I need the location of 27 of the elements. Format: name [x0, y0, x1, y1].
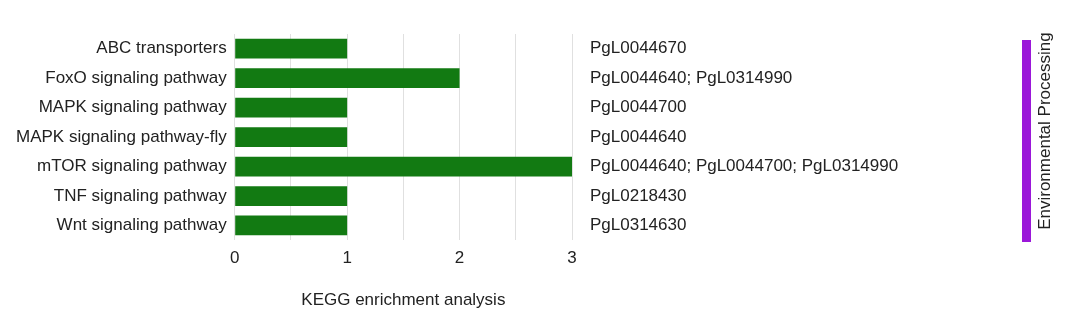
text: PgL0044640; PgL0314990: [590, 67, 793, 87]
text: PgL0044670: [590, 38, 687, 58]
text: PgL0218430: [590, 185, 687, 205]
x-tick-label: 0: [229, 248, 240, 268]
x-tick-label: 2: [454, 248, 465, 268]
bar: [235, 186, 348, 206]
x-tick-label: 1: [342, 248, 352, 268]
text: PgL0314630: [590, 215, 687, 235]
text: PgL0044700: [590, 97, 687, 117]
x-axis-title: KEGG enrichment analysis: [301, 290, 506, 310]
y-tick-label: TNF signaling pathway: [53, 185, 228, 205]
y-tick-label: Wnt signaling pathway: [56, 215, 228, 235]
text: PgL0044640; PgL0044700; PgL0314990: [590, 156, 899, 176]
bar: [235, 38, 348, 59]
bar: [235, 215, 348, 236]
bar: [235, 156, 572, 177]
text: Environmental Processing: [1034, 32, 1054, 230]
bar: [235, 127, 348, 147]
y-tick-label: MAPK signaling pathway-fly: [15, 126, 228, 146]
bar: [235, 97, 348, 118]
y-tick-label: FoxO signaling pathway: [45, 67, 228, 87]
text: PgL0044640: [590, 126, 687, 146]
y-tick-label: mTOR signaling pathway: [37, 156, 228, 176]
bar: [235, 68, 460, 89]
y-tick-label: ABC transporters: [96, 38, 227, 58]
y-tick-label: MAPK signaling pathway: [38, 97, 228, 117]
x-tick-label: 3: [567, 248, 577, 268]
